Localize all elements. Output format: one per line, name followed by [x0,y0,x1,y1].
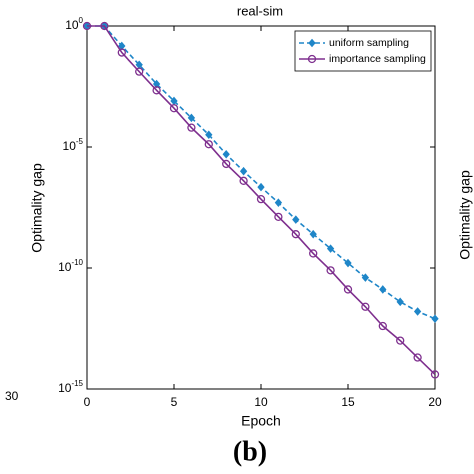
marker [378,321,387,331]
legend-label: uniform sampling [329,37,409,49]
y-tick-label: 10-10 [58,258,83,274]
marker [222,159,231,169]
marker [431,314,439,324]
chart-title: real-sim [237,3,283,18]
neighbor-y-label: Optimality gap [457,170,473,260]
marker [274,198,283,207]
marker [257,182,265,192]
marker [326,266,335,275]
marker [309,249,318,258]
legend-marker [308,38,316,48]
marker [309,229,317,239]
y-tick-label: 10-15 [58,379,83,395]
legend-label: importance sampling [329,53,426,65]
marker [239,176,248,185]
x-tick-label: 20 [428,395,442,409]
x-tick-label: 15 [341,395,355,409]
y-axis-label: Optimality gap [29,163,45,253]
marker [274,212,283,221]
marker [361,273,370,282]
marker [152,79,161,89]
neighbor-tick-label: 30 [5,389,19,403]
marker [379,285,387,294]
marker [292,215,300,224]
legend-box [294,30,432,72]
marker [361,302,370,311]
marker [117,48,126,57]
marker [396,336,405,345]
marker [343,285,353,294]
panel-caption: (b) [233,436,267,467]
marker [430,370,440,379]
x-tick-label: 5 [171,395,178,409]
legend-marker [307,54,317,64]
marker [291,230,300,239]
marker [396,297,404,307]
marker [205,130,213,140]
marker [135,67,144,76]
marker [187,123,196,132]
marker [326,244,335,253]
marker [222,150,230,159]
marker [204,140,213,149]
series-line [87,25,436,376]
marker [82,21,92,31]
x-axis-label: Epoch [241,413,281,429]
x-tick-label: 0 [84,395,91,409]
marker [413,353,422,362]
marker [256,194,266,204]
marker [152,86,161,95]
x-tick-label: 10 [254,395,268,409]
y-tick-label: 100 [65,16,83,32]
marker [169,104,179,113]
y-tick-label: 10-5 [63,137,84,153]
marker [100,21,109,31]
marker [187,113,196,123]
marker [239,166,248,176]
marker [344,258,352,268]
marker [413,307,422,316]
plot-frame [86,25,436,390]
